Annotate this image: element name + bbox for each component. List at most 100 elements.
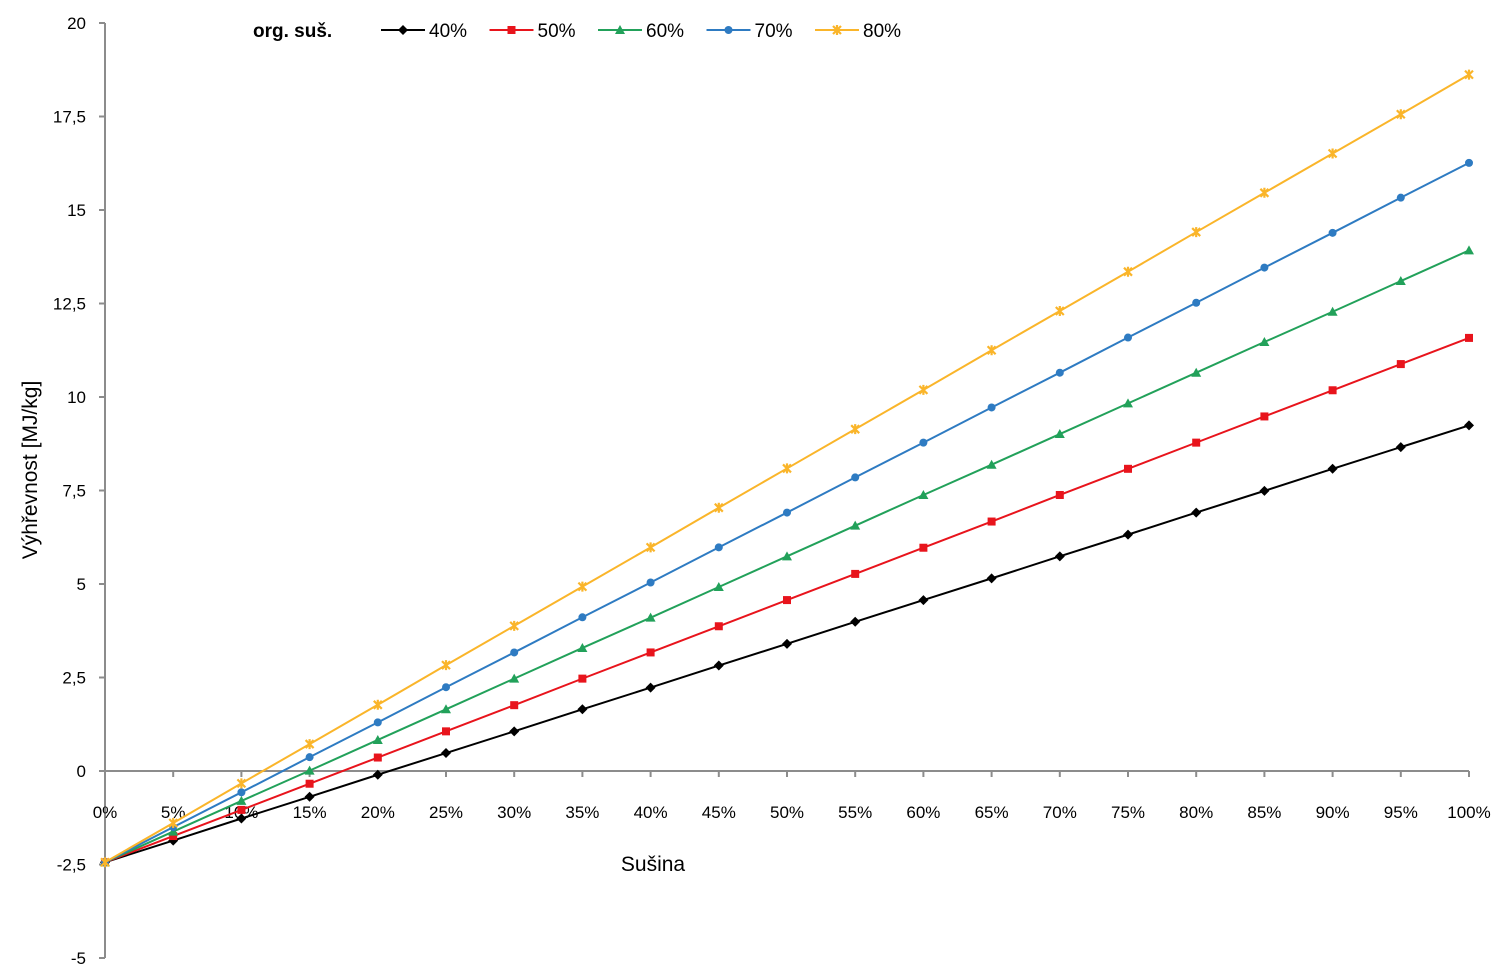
y-axis-ticks: -5 -2,5 0 2,5 5 7,5 10 12,5 15 17,5 20	[53, 14, 105, 968]
series-point	[578, 613, 587, 622]
series-point	[1055, 368, 1064, 377]
y-axis-title: Výhřevnost [MJ/kg]	[19, 381, 42, 560]
series-point	[1327, 463, 1338, 474]
series-point	[713, 581, 724, 591]
legend-item: 70%	[706, 21, 793, 42]
series-point	[1123, 266, 1133, 277]
series-point	[645, 682, 656, 693]
series-point	[100, 857, 110, 868]
series-point	[1191, 227, 1201, 238]
y-tick-label: 17,5	[53, 108, 86, 127]
series-40pct	[100, 420, 1474, 868]
series-point	[372, 769, 383, 780]
series-point	[714, 543, 723, 552]
series-point	[304, 765, 315, 775]
y-tick-label: 10	[67, 388, 86, 407]
legend-label: 70%	[755, 21, 793, 42]
series-point	[1464, 420, 1474, 431]
series-point	[1259, 187, 1270, 198]
series-point	[372, 734, 383, 744]
series-point	[782, 463, 792, 474]
series-point	[919, 543, 928, 552]
series-point	[1191, 367, 1202, 377]
y-tick-label: 20	[67, 14, 86, 33]
series-point	[237, 805, 246, 814]
series-point	[1260, 412, 1269, 421]
series-point	[645, 612, 656, 622]
x-tick-label: 50%	[770, 803, 804, 822]
series-group	[100, 69, 1474, 868]
legend-swatch-point	[724, 26, 733, 34]
series-point	[1465, 333, 1473, 342]
legend-swatch-point	[615, 25, 625, 34]
series-point	[1396, 109, 1406, 120]
legend-swatch-point	[507, 26, 516, 34]
series-point	[714, 622, 723, 631]
series-50pct	[101, 333, 1473, 867]
series-point	[236, 778, 247, 789]
x-tick-label: 55%	[838, 803, 872, 822]
series-point	[783, 508, 791, 517]
x-tick-label: 75%	[1111, 803, 1145, 822]
series-point	[1123, 529, 1133, 540]
x-axis-ticks: 0%5%10%15%20%25%30%35%40%45%50%55%60%65%…	[93, 771, 1491, 822]
series-point	[236, 795, 247, 805]
series-point	[782, 551, 792, 561]
series-point	[1192, 438, 1201, 447]
legend-item: 80%	[815, 21, 901, 42]
x-tick-label: 95%	[1384, 803, 1418, 822]
x-tick-label: 25%	[429, 803, 463, 822]
series-point	[919, 438, 928, 447]
series-point	[373, 718, 382, 727]
series-point	[577, 704, 588, 715]
series-point	[987, 403, 996, 412]
series-point	[646, 648, 655, 657]
series-point	[1055, 305, 1065, 316]
series-point	[1259, 337, 1270, 347]
series-point	[168, 817, 178, 828]
series-point	[1395, 276, 1406, 286]
x-tick-label: 20%	[361, 803, 395, 822]
legend-label: 60%	[646, 21, 684, 42]
series-point	[646, 578, 655, 587]
series-point	[1055, 490, 1064, 499]
legend-title: org. suš.	[253, 21, 332, 42]
y-tick-label: 5	[77, 575, 86, 594]
series-point	[169, 832, 178, 841]
series-point	[509, 726, 520, 737]
series-point	[304, 791, 315, 802]
x-tick-label: 65%	[975, 803, 1009, 822]
series-point	[441, 704, 451, 714]
legend-label: 40%	[429, 21, 467, 42]
series-point	[373, 753, 382, 762]
series-point	[1054, 551, 1065, 562]
series-point	[1054, 429, 1065, 439]
x-tick-label: 35%	[565, 803, 599, 822]
x-tick-label: 100%	[1447, 803, 1490, 822]
legend-swatch-point	[832, 25, 842, 35]
series-point	[1327, 306, 1338, 316]
series-point	[509, 673, 520, 683]
x-tick-label: 90%	[1316, 803, 1350, 822]
series-point	[1260, 263, 1269, 272]
series-point	[986, 573, 997, 584]
series-point	[782, 638, 792, 649]
x-tick-label: 15%	[293, 803, 327, 822]
series-point	[850, 520, 861, 530]
series-point	[850, 424, 860, 435]
legend: org. suš. 40% 50% 60% 70% 80%	[253, 21, 901, 42]
series-point	[1396, 193, 1405, 202]
series-point	[441, 748, 451, 759]
series-point	[510, 648, 519, 657]
y-tick-label: 7,5	[62, 482, 86, 501]
y-tick-label: 0	[77, 762, 86, 781]
series-point	[236, 813, 247, 824]
series-point	[510, 701, 519, 710]
series-point	[1464, 245, 1474, 255]
x-tick-label: 40%	[634, 803, 668, 822]
series-point	[1123, 398, 1133, 408]
series-point	[987, 517, 996, 526]
y-tick-label: -2,5	[57, 856, 86, 875]
x-tick-label: 80%	[1179, 803, 1213, 822]
